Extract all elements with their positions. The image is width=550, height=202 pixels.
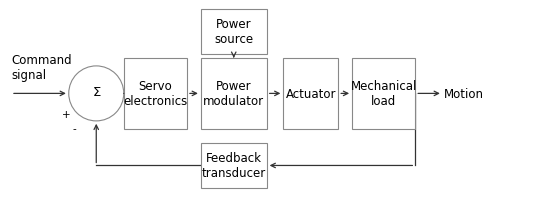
- Text: +: +: [62, 109, 70, 119]
- Text: Command
signal: Command signal: [11, 54, 72, 82]
- Bar: [124, 59, 187, 129]
- Bar: [201, 10, 267, 55]
- Text: $\Sigma$: $\Sigma$: [91, 85, 101, 98]
- Bar: [352, 59, 415, 129]
- Text: Actuator: Actuator: [285, 87, 336, 100]
- Text: Power
source: Power source: [214, 18, 254, 46]
- Text: Motion: Motion: [444, 87, 484, 100]
- Text: Mechanical
load: Mechanical load: [350, 80, 417, 108]
- Ellipse shape: [69, 67, 124, 121]
- Bar: [201, 59, 267, 129]
- Text: -: -: [73, 123, 76, 133]
- Text: Servo
electronics: Servo electronics: [123, 80, 188, 108]
- Bar: [283, 59, 338, 129]
- Text: Feedback
transducer: Feedback transducer: [202, 152, 266, 180]
- Text: Power
modulator: Power modulator: [203, 80, 265, 108]
- Bar: [201, 143, 267, 188]
